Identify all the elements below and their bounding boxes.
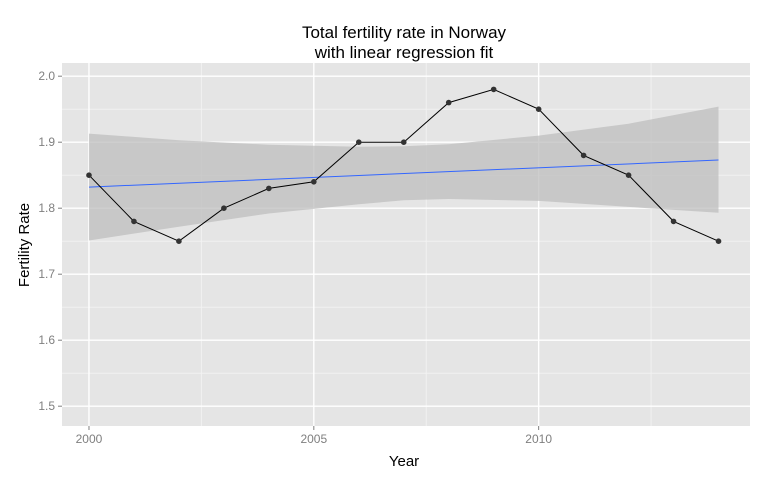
data-point [176,238,182,244]
x-tick-label: 2010 [525,432,552,446]
data-point [400,139,407,145]
x-axis-title: Year [389,453,419,470]
data-point [670,218,677,225]
data-point [266,185,272,192]
y-tick-label: 1.5 [38,399,55,413]
data-point [625,172,632,178]
data-point [490,86,497,93]
chart-title-line-2: with linear regression fit [314,43,494,62]
y-tick-label: 1.7 [38,267,55,281]
x-tick-label: 2005 [300,432,327,446]
x-axis-ticks: 2000 2005 2010 [76,426,552,446]
data-point [86,172,92,178]
data-point [221,205,227,211]
y-tick-label: 1.9 [38,135,55,149]
y-tick-label: 1.8 [38,201,55,215]
data-point [311,179,317,185]
data-point [445,99,452,106]
data-point [355,139,362,145]
x-tick-label: 2000 [76,432,103,446]
data-point [535,106,542,112]
y-tick-label: 2.0 [38,69,55,83]
chart-title-line-1: Total fertility rate in Norway [302,23,507,42]
data-point [131,218,137,225]
y-tick-label: 1.6 [38,333,55,347]
y-axis-title: Fertility Rate [16,203,33,287]
y-axis-ticks: 1.5 1.6 1.7 1.8 1.9 2.0 [38,69,62,413]
regression-line [88,159,719,188]
data-point [580,152,587,159]
plot-panel [62,63,750,426]
data-point [715,238,722,244]
data-points [86,86,722,244]
